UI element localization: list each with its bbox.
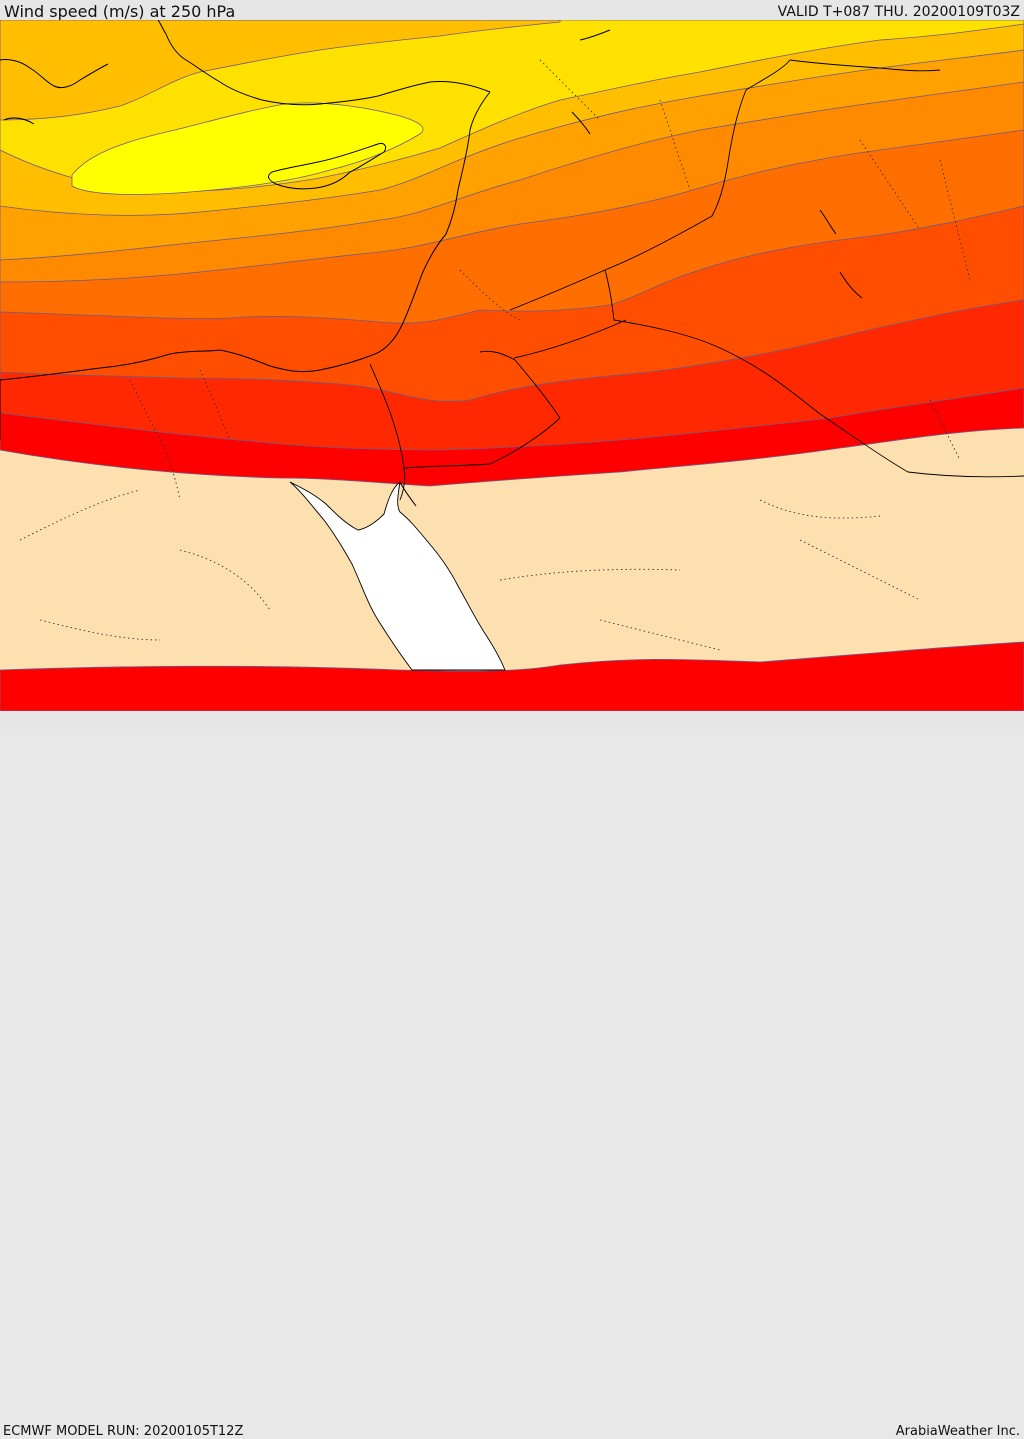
valid-time: VALID T+087 THU. 20200109T03Z	[777, 4, 1020, 20]
title-bar: Wind speed (m/s) at 250 hPa VALID T+087 …	[0, 0, 1024, 21]
red-sea-mask	[289, 480, 506, 671]
credit-label: ArabiaWeather Inc.	[895, 1424, 1020, 1439]
band-wind-max	[71, 102, 424, 195]
coastlines	[0, 20, 863, 507]
band-south-core	[0, 641, 1024, 711]
cyprus-coast	[268, 143, 387, 190]
model-run: ECMWF MODEL RUN: 20200105T12Z	[3, 1424, 244, 1439]
footer-bar: ECMWF MODEL RUN: 20200105T12Z ArabiaWeat…	[0, 711, 1024, 1439]
wind-speed-map	[0, 20, 1024, 711]
country-borders	[369, 59, 1024, 501]
map-title: Wind speed (m/s) at 250 hPa	[4, 2, 236, 21]
admin-borders	[19, 59, 971, 651]
